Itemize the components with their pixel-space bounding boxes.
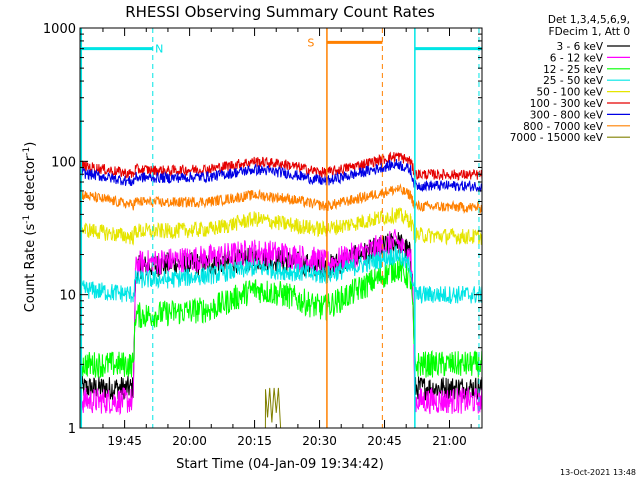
y-axis-label: Count Rate (s-1 detector-1) xyxy=(22,142,38,313)
legend-label-12-25-kev: 12 - 25 keV xyxy=(543,64,604,76)
legend-label-25-50-kev: 25 - 50 keV xyxy=(543,75,604,87)
legend-label-6-12-kev: 6 - 12 keV xyxy=(550,52,604,64)
legend-label-3-6-kev: 3 - 6 keV xyxy=(556,41,603,53)
x-tick-label-2100: 21:00 xyxy=(432,434,467,448)
plot-frame xyxy=(79,27,483,429)
footer-timestamp: 13-Oct-2021 13:48 xyxy=(560,468,636,477)
x-axis-label: Start Time (04-Jan-09 19:34:42) xyxy=(176,457,384,472)
legend-label-300-800-kev: 300 - 800 keV xyxy=(530,109,604,121)
x-tick-label-2000: 20:00 xyxy=(172,434,207,448)
x-tick-label-2030: 20:30 xyxy=(302,434,337,448)
y-axis-label-sup1: -1 xyxy=(22,215,32,224)
y-axis-label-end: ) xyxy=(23,142,38,147)
legend-title-line-1: Det 1,3,4,5,6,9, xyxy=(548,14,630,26)
legend-title-line-2: FDecim 1, Att 0 xyxy=(549,26,630,38)
legend-label-7000-15000-kev: 7000 - 15000 keV xyxy=(510,132,604,144)
series-50-100-kev-line xyxy=(80,207,483,246)
y-tick-label-1000: 1000 xyxy=(43,22,76,37)
series-layer xyxy=(80,151,483,429)
legend-label-100-300-kev: 100 - 300 keV xyxy=(530,98,604,110)
flag-label-s: S xyxy=(307,36,314,49)
axes-layer: 19:45 20:00 20:15 20:30 20:45 21:00 1 10 100 1000 xyxy=(43,22,483,448)
legend: Det 1,3,4,5,6,9,FDecim 1, Att 0 3 - 6 keV… xyxy=(510,14,630,144)
y-axis-label-sup2: -1 xyxy=(22,147,32,156)
x-tick-label-2045: 20:45 xyxy=(367,434,402,448)
x-tick-label-2015: 20:15 xyxy=(237,434,272,448)
chart-title: RHESSI Observing Summary Count Rates xyxy=(125,3,435,21)
legend-label-50-100-kev: 50 - 100 keV xyxy=(536,87,603,99)
legend-label-800-7000-kev: 800 - 7000 keV xyxy=(523,121,604,133)
y-tick-label-100: 100 xyxy=(51,155,76,170)
y-axis-label-mid: detector xyxy=(23,155,38,215)
y-tick-label-10: 10 xyxy=(59,289,76,304)
x-tick-label-1945: 19:45 xyxy=(107,434,142,448)
y-axis-label-main: Count Rate (s xyxy=(23,224,38,313)
series-7000-15000-kev-line xyxy=(245,387,282,429)
y-tick-label-1: 1 xyxy=(68,422,76,437)
flag-label-n: N xyxy=(155,43,163,56)
